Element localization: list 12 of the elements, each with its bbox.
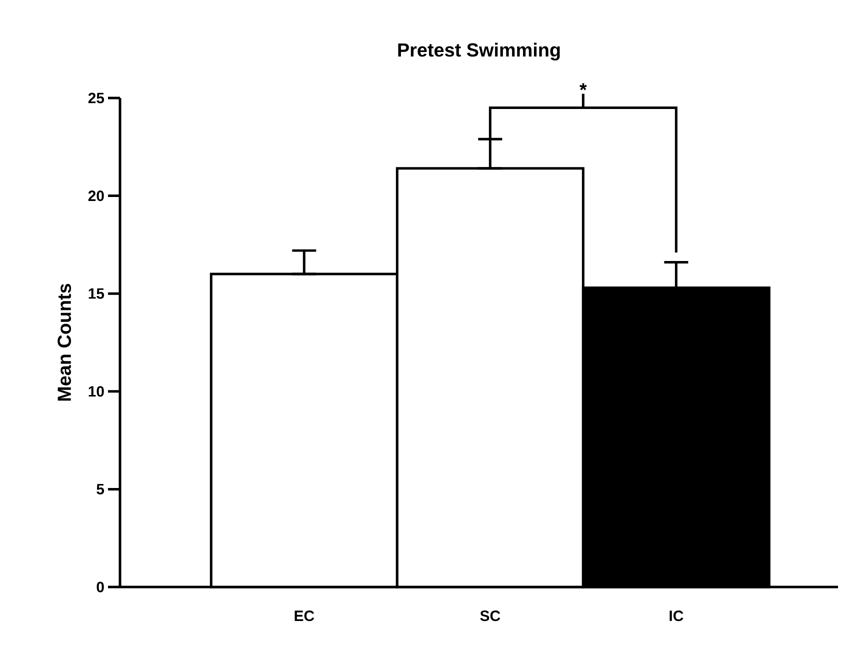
x-tick-label: IC [670, 610, 684, 622]
y-axis-title: Mean Counts [58, 284, 72, 401]
y-tick-label: 15 [88, 288, 104, 299]
chart-title: Pretest Swimming [398, 42, 560, 60]
y-tick-label: 5 [96, 484, 104, 494]
text: * [580, 83, 587, 90]
y-tick-label: 10 [88, 386, 104, 397]
y-tick-label: 0 [96, 582, 104, 592]
y-tick-label: 20 [88, 190, 104, 202]
y-tick-label: 25 [88, 92, 104, 104]
x-tick-label: SC [480, 610, 500, 622]
x-tick-label: EC [294, 610, 314, 622]
